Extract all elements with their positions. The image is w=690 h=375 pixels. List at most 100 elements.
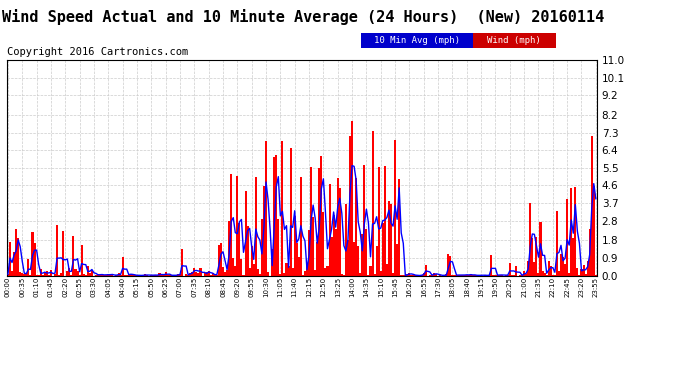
- Bar: [566, 199, 568, 276]
- Bar: [179, 274, 181, 276]
- Bar: [480, 275, 482, 276]
- Bar: [101, 274, 104, 276]
- Bar: [15, 229, 17, 276]
- Bar: [322, 212, 324, 276]
- Bar: [167, 275, 169, 276]
- Bar: [523, 271, 525, 276]
- Bar: [189, 273, 191, 276]
- Bar: [562, 257, 564, 276]
- Bar: [224, 272, 226, 276]
- Bar: [445, 274, 447, 276]
- Bar: [50, 270, 52, 276]
- Bar: [595, 274, 597, 276]
- Text: Copyright 2016 Cartronics.com: Copyright 2016 Cartronics.com: [7, 47, 188, 57]
- FancyBboxPatch shape: [361, 33, 473, 48]
- Bar: [351, 122, 353, 276]
- Bar: [337, 177, 339, 276]
- Bar: [435, 274, 437, 276]
- Bar: [220, 243, 222, 276]
- Bar: [468, 275, 470, 276]
- Bar: [408, 273, 411, 276]
- Bar: [187, 275, 189, 276]
- Bar: [300, 177, 302, 276]
- Text: Wind (mph): Wind (mph): [487, 36, 541, 45]
- Bar: [582, 266, 584, 276]
- Bar: [560, 254, 562, 276]
- Bar: [382, 223, 384, 276]
- Bar: [538, 273, 540, 276]
- Bar: [43, 272, 46, 276]
- Bar: [462, 275, 464, 276]
- Bar: [161, 275, 163, 276]
- Bar: [396, 244, 398, 276]
- Bar: [373, 274, 375, 276]
- Bar: [172, 275, 175, 276]
- Bar: [326, 266, 328, 276]
- Bar: [531, 238, 533, 276]
- Bar: [277, 219, 279, 276]
- Bar: [589, 229, 591, 276]
- Bar: [54, 274, 56, 276]
- Bar: [377, 167, 380, 276]
- Bar: [206, 272, 208, 276]
- Bar: [60, 273, 62, 276]
- Bar: [548, 261, 550, 276]
- Bar: [218, 245, 220, 276]
- Bar: [87, 266, 89, 276]
- Bar: [447, 254, 449, 276]
- Bar: [388, 201, 390, 276]
- Bar: [197, 273, 199, 276]
- Bar: [150, 275, 152, 276]
- Bar: [535, 237, 538, 276]
- Bar: [574, 187, 576, 276]
- Bar: [576, 268, 578, 276]
- Bar: [498, 275, 500, 276]
- Bar: [83, 273, 85, 276]
- Bar: [584, 274, 586, 276]
- Bar: [235, 266, 236, 276]
- Bar: [193, 268, 195, 276]
- Bar: [353, 242, 355, 276]
- Bar: [431, 275, 433, 276]
- Bar: [292, 268, 294, 276]
- Bar: [593, 186, 595, 276]
- Bar: [529, 203, 531, 276]
- Bar: [453, 275, 455, 276]
- Bar: [23, 274, 26, 276]
- Bar: [509, 263, 511, 276]
- Bar: [411, 275, 413, 276]
- Bar: [470, 274, 472, 276]
- Bar: [542, 271, 544, 276]
- Bar: [308, 231, 310, 276]
- Bar: [425, 266, 427, 276]
- Bar: [199, 268, 201, 276]
- Bar: [489, 275, 491, 276]
- Bar: [314, 270, 316, 276]
- Bar: [273, 157, 275, 276]
- Bar: [75, 270, 77, 276]
- Bar: [222, 267, 224, 276]
- Bar: [421, 274, 423, 276]
- Bar: [511, 275, 513, 276]
- Bar: [527, 261, 529, 276]
- Bar: [265, 141, 267, 276]
- Bar: [99, 275, 101, 276]
- Bar: [491, 255, 493, 276]
- Bar: [34, 243, 36, 276]
- Bar: [390, 204, 392, 276]
- Bar: [568, 273, 570, 276]
- Bar: [130, 274, 132, 276]
- Bar: [339, 188, 341, 276]
- Bar: [261, 219, 263, 276]
- Bar: [324, 268, 326, 276]
- Bar: [109, 275, 111, 276]
- Bar: [238, 223, 240, 276]
- Bar: [406, 273, 408, 276]
- Bar: [386, 264, 388, 276]
- Bar: [250, 246, 253, 276]
- Bar: [282, 141, 284, 276]
- Bar: [210, 275, 212, 276]
- Bar: [77, 271, 79, 276]
- Bar: [230, 174, 233, 276]
- Bar: [500, 275, 502, 276]
